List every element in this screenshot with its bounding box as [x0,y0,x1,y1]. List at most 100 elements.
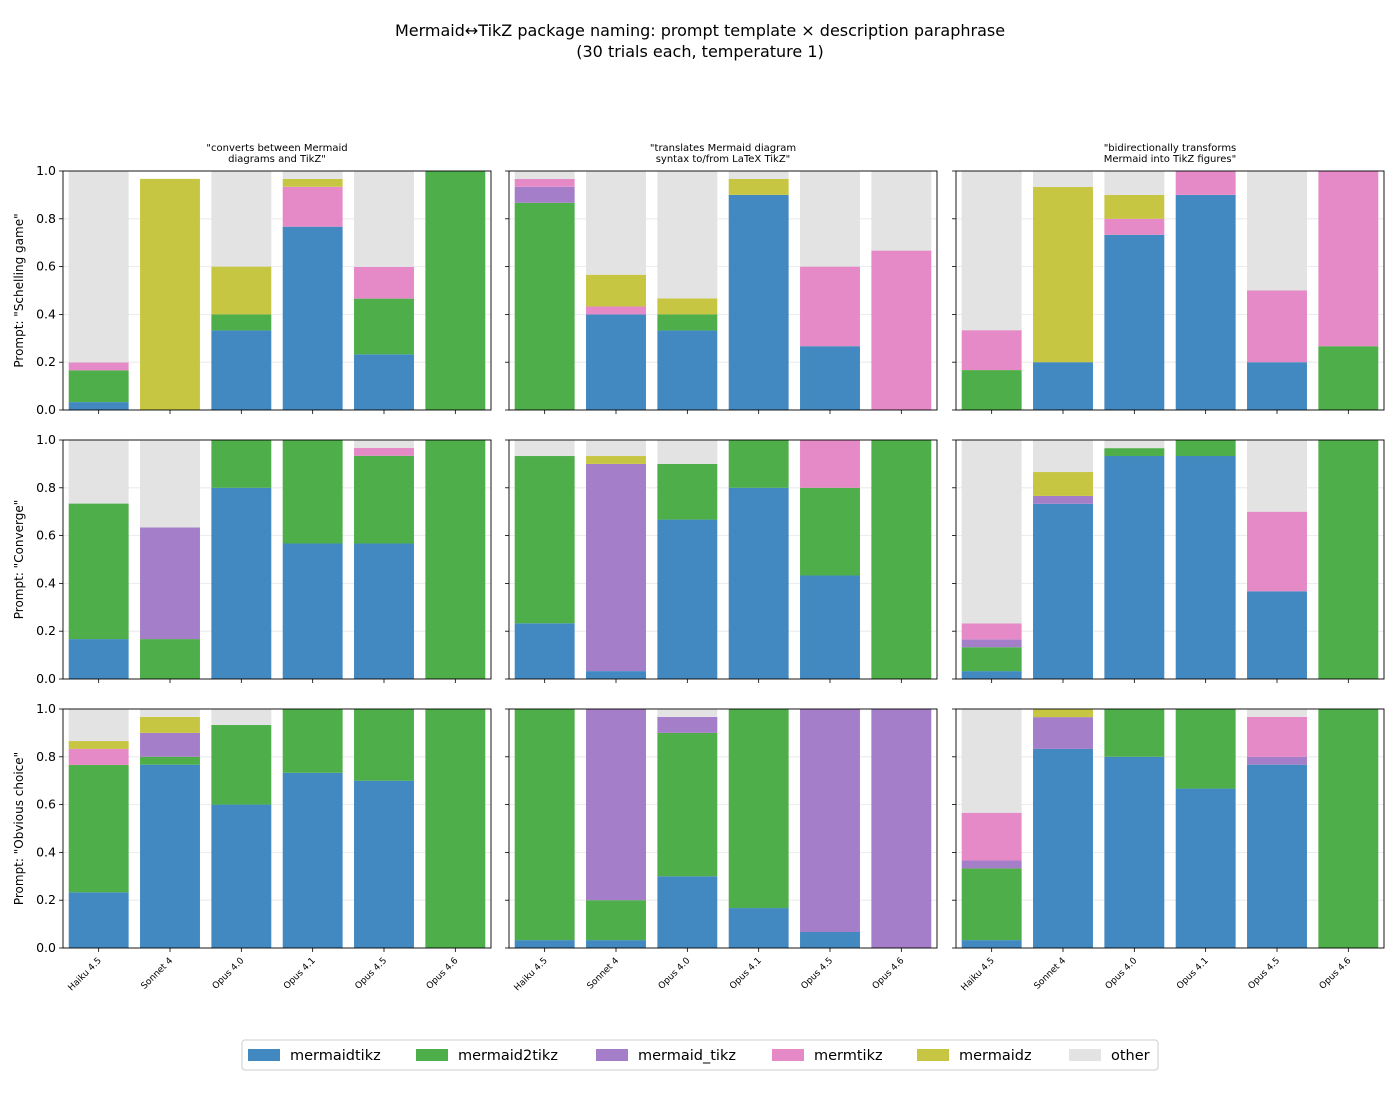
y-tick-label: 1.0 [36,163,56,178]
bar-segment [514,709,575,941]
bar-segment [1247,362,1307,410]
x-tick-label: Haiku 4.5 [513,956,550,993]
column-title: "converts between Mermaid diagrams and Ti… [206,143,347,165]
bar-segment [728,440,789,488]
legend-label: mermaidtikz [290,1048,381,1064]
legend-swatch [596,1049,628,1061]
bar-segment [800,346,860,410]
bar-segment [961,623,1022,640]
bar-segment [586,940,646,948]
bar-segment [586,456,646,464]
bar-segment [282,709,343,773]
x-tick-label: Opus 4.0 [1104,956,1140,992]
bar-segment [354,447,414,456]
bar-segment [1033,717,1093,749]
bar-segment [961,868,1022,941]
bar-segment [354,354,414,410]
bar-segment [1247,709,1307,717]
bar-segment [961,170,1022,331]
bar-segment [1247,716,1307,757]
bar-segment [1104,456,1165,679]
x-tick-label: Opus 4.5 [800,956,836,992]
legend-label: other [1111,1048,1150,1064]
legend-item: mermaidtikz [248,1048,381,1064]
bar-segment [514,178,575,187]
x-tick-label: Opus 4.1 [1175,956,1211,992]
y-tick-label: 0.6 [36,259,56,274]
bar-segment [728,178,789,195]
bar-segment [68,748,129,765]
x-tick-label: Opus 4.5 [1247,956,1283,992]
y-tick-label: 0.8 [36,749,56,764]
x-tick-label: Haiku 4.5 [960,956,997,993]
legend-swatch [416,1049,448,1061]
bar-segment [961,709,1022,813]
bar-segment [68,439,129,504]
legend-frame [241,1039,1159,1071]
bar-segment [211,330,272,410]
bar-segment [282,772,343,948]
bar-segment [1104,448,1165,457]
x-tick-label: Opus 4.1 [282,956,318,992]
legend-swatch [772,1049,804,1061]
bar-segment [211,314,272,331]
bar-segment [728,709,789,909]
bar-segment [961,940,1022,948]
legend-swatch [917,1049,949,1061]
bar-segment [514,171,575,179]
x-tick-label: Opus 4.5 [354,956,390,992]
subplot-panel: 0.0 0.2 0.4 0.6 0.8 1.0 Haiku 4.5 Sonnet 4 Opus … [36,701,492,993]
axes-frame [955,439,1385,680]
bar-segment [1318,171,1379,347]
bar-segment [1033,187,1093,363]
bar-segment [354,440,414,448]
bar-segment [657,876,718,948]
y-tick-label: 0.0 [36,940,56,955]
legend-swatch [1069,1049,1101,1061]
bar-segment [1247,764,1307,948]
bar-segment [1033,709,1093,718]
bar-segment [657,519,718,679]
bar-segment [425,709,486,948]
bar-segment [1175,171,1236,195]
bar-segment [68,503,129,640]
bar-segment [140,709,200,717]
chart-title-line-1: Mermaid↔TikZ package naming: prompt temp… [395,21,1005,40]
bar-segment [586,900,646,941]
bar-segment [425,440,486,679]
legend-item: other [1069,1048,1150,1064]
bar-segment [961,647,1022,672]
bar-segment [586,314,646,410]
axes-frame [955,708,1385,949]
legend-item: mermaid2tikz [416,1048,558,1064]
legend-item: mermaid_tikz [596,1048,736,1064]
axes-frame [508,439,938,680]
x-tick-label: Sonnet 4 [140,956,176,992]
bar-segment [1033,440,1093,473]
bar-segment [657,440,718,464]
y-tick-label: 1.0 [36,701,56,716]
y-tick-label: 0.6 [36,528,56,543]
bar-segment [140,764,200,948]
y-tick-label: 0.4 [36,844,56,859]
bar-segment [140,439,200,528]
x-tick-label: Sonnet 4 [1033,956,1069,992]
bar-segment [140,732,200,757]
bar-segment [68,362,129,371]
bar-segment [1247,591,1307,679]
subplot-panel [952,439,1385,683]
y-tick-label: 0.2 [36,623,56,638]
bar-segment [1318,709,1379,948]
axes-frame [62,708,492,949]
bar-segment [1033,748,1093,948]
bar-segment [657,298,718,315]
panel-grid: "converts between Mermaid diagrams and Ti… [12,143,1385,993]
bar-segment [282,543,343,679]
bar-segment [1175,709,1236,789]
bar-segment [68,370,129,403]
subplot-panel: 0.0 0.2 0.4 0.6 0.8 1.0 [36,163,492,417]
bar-segment [657,732,718,877]
subplot-panel: 0.0 0.2 0.4 0.6 0.8 1.0 [36,432,492,686]
bar-segment [211,171,272,267]
bar-segment [800,487,860,576]
